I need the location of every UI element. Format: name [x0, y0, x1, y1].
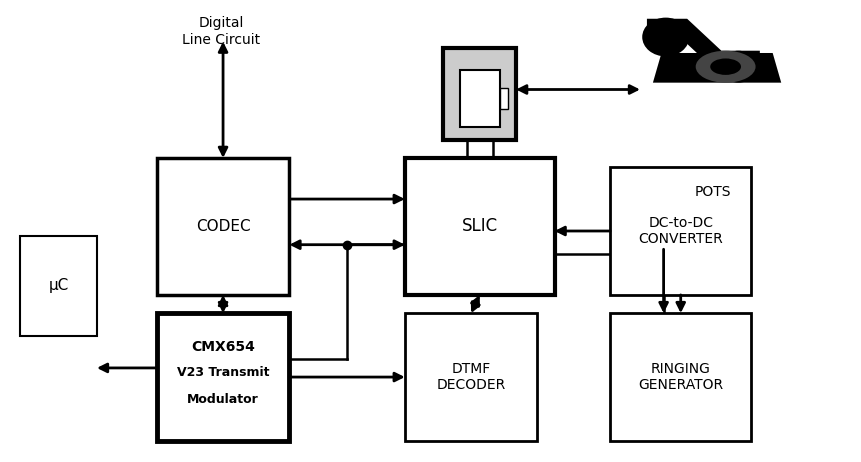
Bar	[405, 158, 554, 295]
Bar	[610, 167, 752, 295]
Text: Digital
Line Circuit: Digital Line Circuit	[182, 17, 260, 47]
Bar	[460, 70, 499, 127]
Text: POTS: POTS	[695, 185, 731, 200]
Bar	[499, 88, 508, 109]
Text: SLIC: SLIC	[461, 218, 498, 236]
Polygon shape	[647, 19, 760, 76]
Text: V23 Transmit: V23 Transmit	[177, 366, 269, 379]
Bar	[20, 236, 97, 336]
Bar	[157, 158, 289, 295]
Circle shape	[696, 51, 756, 83]
Text: CODEC: CODEC	[195, 219, 251, 234]
Circle shape	[710, 59, 741, 75]
Bar	[443, 49, 516, 140]
Bar	[157, 313, 289, 441]
Text: μC: μC	[48, 278, 69, 293]
Ellipse shape	[719, 51, 758, 83]
Text: Modulator: Modulator	[187, 393, 259, 407]
Polygon shape	[653, 53, 781, 83]
Text: DC-to-DC
CONVERTER: DC-to-DC CONVERTER	[638, 216, 723, 246]
Ellipse shape	[642, 18, 690, 56]
Text: RINGING
GENERATOR: RINGING GENERATOR	[638, 362, 723, 392]
Bar	[405, 313, 537, 441]
Text: DTMF
DECODER: DTMF DECODER	[437, 362, 505, 392]
Bar	[610, 313, 752, 441]
Text: CMX654: CMX654	[191, 340, 255, 354]
